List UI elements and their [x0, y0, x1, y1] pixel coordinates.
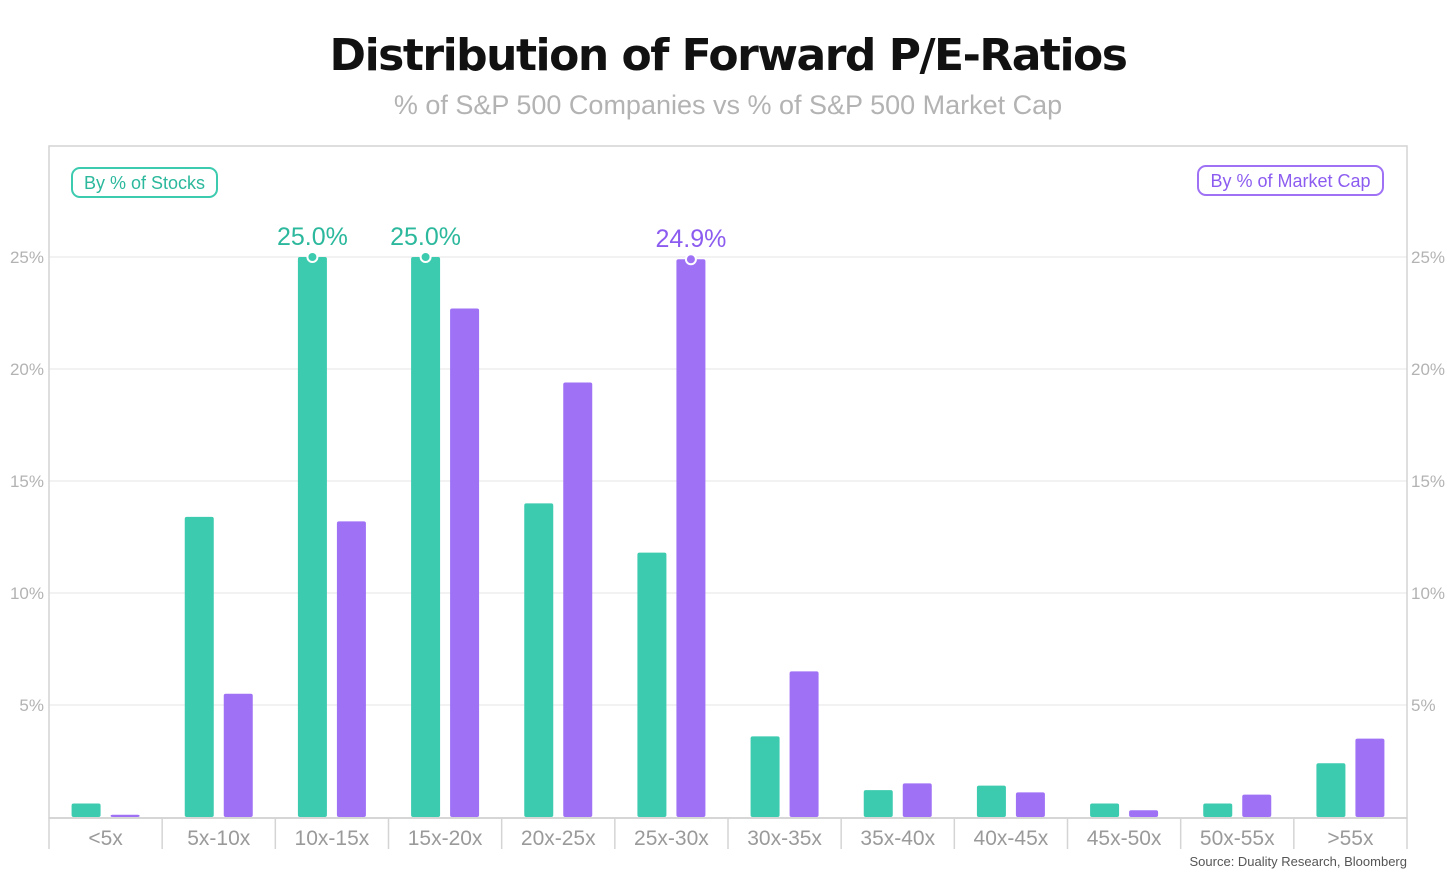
bar-market-cap — [1129, 810, 1159, 817]
bar-market-cap — [450, 308, 480, 817]
x-tick-label: 35x-40x — [860, 827, 935, 850]
bar-stocks — [71, 803, 101, 817]
source-note: Source: Duality Research, Bloomberg — [1190, 854, 1408, 869]
x-tick-label: <5x — [88, 827, 123, 850]
legend-stocks-label: By % of Stocks — [84, 173, 205, 193]
bar-market-cap — [789, 671, 819, 817]
legend-market-cap: By % of Market Cap — [1197, 165, 1384, 196]
data-point-marker — [419, 251, 432, 263]
y-tick-label-left: 10% — [10, 584, 44, 603]
bar-stocks — [411, 257, 441, 817]
y-tick-label-right: 25% — [1411, 248, 1445, 267]
bar-stocks — [750, 736, 780, 817]
x-tick-label: 10x-15x — [295, 827, 370, 850]
x-tick-label: 15x-20x — [408, 827, 483, 850]
axes: 5% 5% 10% 10% 15% 15% 20% 20% 25% 25% <5x 5x-10x 10x… — [10, 248, 1445, 850]
x-tick-label: 5x-10x — [187, 827, 251, 850]
chart-title: Distribution of Forward P/E-Ratios — [329, 30, 1128, 81]
y-tick-label-left: 15% — [10, 472, 44, 491]
bar-market-cap — [336, 521, 366, 817]
bar-stocks — [976, 785, 1006, 817]
bar-market-cap — [110, 814, 140, 817]
bar-market-cap — [676, 259, 706, 817]
data-label: 25.0% — [277, 223, 348, 251]
x-tick-label: 20x-25x — [521, 827, 596, 850]
x-tick-label: 50x-55x — [1200, 827, 1275, 850]
y-tick-label-left: 5% — [19, 696, 44, 715]
data-labels: 25.0% 25.0% 24.9% — [277, 223, 726, 266]
y-tick-label-left: 25% — [10, 248, 44, 267]
x-tick-label: 25x-30x — [634, 827, 709, 850]
bar-market-cap — [223, 693, 253, 817]
bar-stocks — [184, 516, 214, 817]
bar-market-cap — [1242, 794, 1272, 817]
y-tick-label-right: 15% — [1411, 472, 1445, 491]
bar-stocks — [297, 257, 327, 817]
chart-subtitle: % of S&P 500 Companies vs % of S&P 500 M… — [393, 90, 1063, 120]
data-label: 24.9% — [655, 225, 726, 253]
y-tick-label-left: 20% — [10, 360, 44, 379]
bar-stocks — [524, 503, 554, 817]
data-label: 25.0% — [390, 223, 461, 251]
x-tick-label: 45x-50x — [1087, 827, 1162, 850]
data-point-marker — [306, 251, 319, 263]
y-tick-label-right: 10% — [1411, 584, 1445, 603]
gridlines — [49, 256, 1407, 706]
x-tick-label: 40x-45x — [974, 827, 1049, 850]
y-tick-label-right: 5% — [1411, 696, 1436, 715]
bar-stocks — [1203, 803, 1233, 817]
legend-market-cap-label: By % of Market Cap — [1210, 171, 1370, 191]
bar-market-cap — [563, 382, 593, 817]
legend-stocks: By % of Stocks — [71, 167, 218, 198]
legend-stocks-box — [71, 167, 218, 198]
bar-stocks — [1090, 803, 1120, 817]
legend-market-cap-box — [1197, 165, 1384, 196]
x-tick-label: 30x-35x — [747, 827, 822, 850]
data-point-marker — [684, 253, 697, 266]
bar-stocks — [637, 552, 667, 817]
bar-stocks — [863, 790, 893, 817]
bar-market-cap — [1355, 738, 1385, 817]
y-tick-label-right: 20% — [1411, 360, 1445, 379]
bar-market-cap — [1015, 792, 1045, 817]
x-tick-label: >55x — [1327, 827, 1374, 850]
bar-market-cap — [902, 783, 932, 817]
bar-stocks — [1316, 763, 1346, 817]
bars — [71, 257, 1385, 817]
